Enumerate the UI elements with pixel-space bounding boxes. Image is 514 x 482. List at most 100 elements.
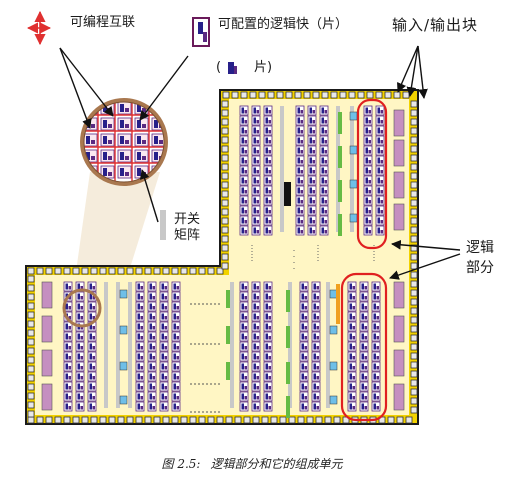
clb-slice (253, 207, 256, 214)
io-pad (375, 91, 383, 99)
clb-slice-lower (364, 356, 367, 360)
clb-slice (89, 283, 92, 290)
clb-slice-lower (300, 210, 303, 214)
io-pad (162, 267, 170, 275)
clb-slice (89, 403, 92, 410)
clb-slice-lower (352, 376, 355, 380)
clb-slice (173, 383, 176, 390)
io-pad (410, 244, 418, 252)
io-pad (221, 190, 229, 198)
clb-slice-lower (300, 150, 303, 154)
clb-slice (173, 313, 176, 320)
clb-slice (149, 393, 152, 400)
io-pad (81, 267, 89, 275)
io-pad (171, 416, 179, 424)
clb-slice (241, 383, 244, 390)
magnified-clb-slice (137, 104, 141, 112)
clb-slice-lower (300, 160, 303, 164)
clb-slice (377, 107, 380, 114)
arrow-switch-matrix (139, 169, 159, 223)
magnified-clb-slice (137, 136, 141, 144)
carry-chain-bar (226, 290, 230, 308)
clb-slice (65, 403, 68, 410)
magnified-clb-slice (86, 168, 90, 176)
clb-slice-lower (152, 336, 155, 340)
clb-slice-lower (152, 366, 155, 370)
io-pad (410, 235, 418, 243)
io-pad (410, 397, 418, 405)
magnified-clb-slice (120, 152, 124, 160)
io-pad (216, 416, 224, 424)
clb-slice-lower (268, 230, 271, 234)
magnified-clb-slice (120, 136, 124, 144)
clb-slice-lower (176, 386, 179, 390)
clb-slice (373, 373, 376, 380)
clb-slice-lower (256, 376, 259, 380)
clb-slice (373, 363, 376, 370)
magnified-spot-circle (62, 288, 102, 328)
clb-slice (373, 313, 376, 320)
clb-slice-lower (164, 366, 167, 370)
io-pad (410, 334, 418, 342)
clb-slice (137, 303, 140, 310)
clb-slice-lower (268, 130, 271, 134)
magnified-clb-slice-lower (91, 140, 95, 144)
clb-slice (297, 157, 300, 164)
clb-slice-lower (268, 386, 271, 390)
clb-slice-lower (352, 286, 355, 290)
clb-slice-lower (164, 386, 167, 390)
io-pad (27, 275, 35, 283)
io-pad (410, 145, 418, 153)
clb-slice (349, 313, 352, 320)
clb-slice-lower (376, 366, 379, 370)
clb-slice (65, 353, 68, 360)
io-pad (27, 347, 35, 355)
clb-slice-lower (268, 200, 271, 204)
clb-slice (241, 127, 244, 134)
arrow-interconnect-2 (59, 47, 114, 117)
io-pad (144, 416, 152, 424)
clb-slice-lower (368, 160, 371, 164)
clb-slice-lower (80, 326, 83, 330)
io-pad (27, 311, 35, 319)
clb-slice-lower (368, 120, 371, 124)
clb-slice (365, 147, 368, 154)
cyan-block (119, 325, 128, 335)
clb-slice-lower (352, 326, 355, 330)
clb-slice-lower (352, 366, 355, 370)
clb-slice (173, 333, 176, 340)
magnified-clb-slice-lower (125, 156, 129, 160)
clb-slice-lower (244, 286, 247, 290)
clb-slice (361, 343, 364, 350)
arrow-interconnect-1 (59, 47, 92, 129)
clb-slice (265, 313, 268, 320)
clb-slice-lower (244, 110, 247, 114)
clb-slice (137, 313, 140, 320)
clb-slice (377, 207, 380, 214)
clb-slice-lower (140, 296, 143, 300)
clb-slice (89, 323, 92, 330)
clb-slice-lower (268, 356, 271, 360)
switch-matrix-legend (160, 210, 166, 240)
clb-slice (161, 393, 164, 400)
io-pad (63, 416, 71, 424)
switch-matrix-column (326, 282, 330, 408)
clb-slice (65, 333, 68, 340)
clb-slice (309, 177, 312, 184)
clb-slice (301, 373, 304, 380)
clb-slice-lower (244, 326, 247, 330)
label-switch-matrix-line2: 矩阵 (174, 228, 201, 243)
clb-slice (161, 353, 164, 360)
clb-slice-lower (244, 406, 247, 410)
clb-slice (77, 343, 80, 350)
clb-slice (313, 323, 316, 330)
clb-slice-lower (140, 346, 143, 350)
clb-slice-lower (268, 346, 271, 350)
io-pad (144, 267, 152, 275)
io-pad (402, 91, 410, 99)
clb-slice (301, 333, 304, 340)
clb-slice-lower (324, 120, 327, 124)
magnified-clb-slice (137, 168, 141, 176)
clb-slice-lower (256, 286, 259, 290)
clb-slice (241, 177, 244, 184)
